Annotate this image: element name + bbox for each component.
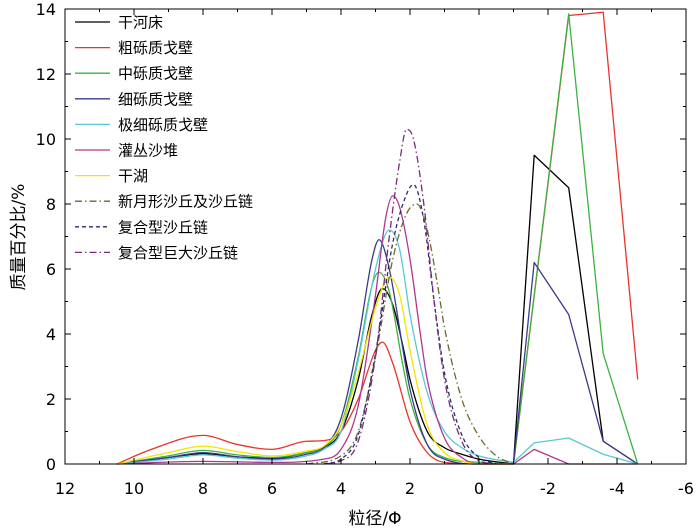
series-line-8 bbox=[323, 183, 497, 465]
axes-group: 12 10 8 6 4 2 0 -2 -4 -6 0 2 4 6 8 10 12 14 bbox=[36, 0, 694, 498]
legend-item: 新月形沙丘及沙丘链 bbox=[75, 193, 253, 211]
legend-label: 细砾质戈壁 bbox=[118, 90, 193, 108]
legend-label: 干湖 bbox=[118, 167, 148, 185]
series-line-3 bbox=[116, 239, 639, 465]
series-line-9 bbox=[323, 128, 497, 465]
legend-item: 复合型巨大沙丘链 bbox=[75, 244, 238, 262]
y-tick-label: 10 bbox=[36, 130, 56, 149]
x-tick-label: 12 bbox=[55, 479, 75, 498]
y-tick-label: 12 bbox=[36, 65, 56, 84]
x-tick-label: 2 bbox=[405, 479, 415, 498]
legend-label: 复合型巨大沙丘链 bbox=[118, 244, 238, 262]
legend-label: 新月形沙丘及沙丘链 bbox=[118, 193, 253, 211]
y-tick-label: 4 bbox=[46, 325, 56, 344]
x-tick-label: 8 bbox=[198, 479, 208, 498]
y-tick-label: 6 bbox=[46, 260, 56, 279]
legend-item: 极细砾质戈壁 bbox=[75, 116, 208, 134]
y-tick-label: 8 bbox=[46, 195, 56, 214]
series-line-5 bbox=[116, 195, 638, 465]
series-line-1 bbox=[116, 11, 639, 465]
legend-label: 干河床 bbox=[118, 14, 163, 32]
legend-item: 细砾质戈壁 bbox=[75, 90, 193, 108]
legend-label: 复合型沙丘链 bbox=[118, 218, 208, 236]
y-tick-label: 2 bbox=[46, 390, 56, 409]
x-tick-label: 6 bbox=[267, 479, 277, 498]
y-tick-label: 0 bbox=[46, 455, 56, 474]
series-line-7 bbox=[306, 203, 514, 465]
legend-label: 极细砾质戈壁 bbox=[118, 116, 208, 134]
y-axis-label: 质量百分比/% bbox=[9, 184, 29, 291]
x-axis-label: 粒径/Φ bbox=[348, 509, 401, 529]
legend-item: 中砾质戈壁 bbox=[75, 65, 193, 83]
legend-item: 粗砾质戈壁 bbox=[75, 39, 193, 57]
x-tick-label: -6 bbox=[678, 479, 694, 498]
series-line-4 bbox=[116, 229, 638, 465]
y-tick-label: 14 bbox=[36, 0, 56, 19]
legend-label: 中砾质戈壁 bbox=[118, 65, 193, 83]
x-tick-label: 0 bbox=[474, 479, 484, 498]
legend-item: 干河床 bbox=[75, 14, 163, 32]
x-tick-label: -4 bbox=[609, 479, 625, 498]
legend-item: 灌丛沙堆 bbox=[75, 142, 178, 160]
x-tick-label: -2 bbox=[540, 479, 556, 498]
x-tick-label: 4 bbox=[336, 479, 346, 498]
legend-item: 干湖 bbox=[75, 167, 148, 185]
legend: 干河床粗砾质戈壁中砾质戈壁细砾质戈壁极细砾质戈壁灌丛沙堆干湖新月形沙丘及沙丘链复… bbox=[75, 14, 253, 262]
legend-item: 复合型沙丘链 bbox=[75, 218, 208, 236]
legend-label: 灌丛沙堆 bbox=[118, 142, 178, 160]
series-line-6 bbox=[116, 276, 514, 465]
legend-label: 粗砾质戈壁 bbox=[118, 39, 193, 57]
series-group bbox=[116, 11, 639, 465]
x-tick-label: 10 bbox=[124, 479, 144, 498]
